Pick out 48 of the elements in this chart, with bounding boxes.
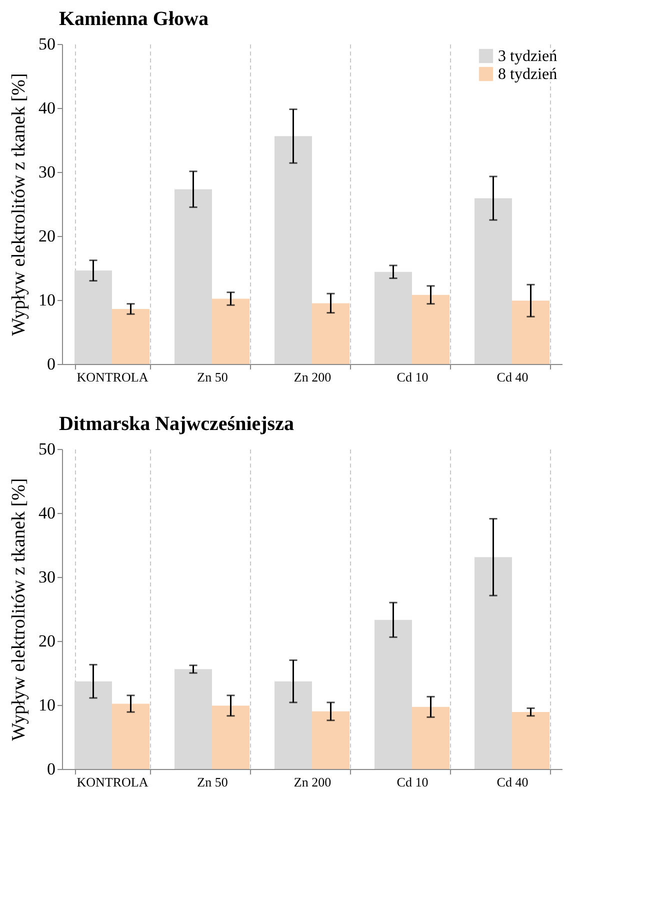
bar xyxy=(274,681,312,769)
y-tick-label: 40 xyxy=(38,504,56,522)
y-tick-label: 0 xyxy=(47,354,56,374)
bar xyxy=(474,198,512,364)
bar xyxy=(312,303,350,364)
y-tick-label: 50 xyxy=(38,440,56,458)
bar xyxy=(474,557,512,769)
y-tick-label: 40 xyxy=(38,98,56,118)
x-tick-label: Cd 10 xyxy=(396,370,428,384)
y-tick-label: 30 xyxy=(38,568,56,586)
y-axis-title: Wypływ elektrolitów z tkanek [%] xyxy=(8,478,30,741)
bar xyxy=(174,189,212,364)
bar xyxy=(212,706,250,769)
chart-title: Ditmarska Najwcześniejsza xyxy=(59,413,294,435)
bar xyxy=(412,706,450,769)
y-tick-label: 10 xyxy=(38,290,56,310)
bar xyxy=(74,681,112,769)
y-tick-label: 10 xyxy=(38,696,56,714)
legend-label: 3 tydzień xyxy=(498,48,558,65)
x-tick-label: Zn 200 xyxy=(294,370,332,384)
y-tick-label: 20 xyxy=(38,632,56,650)
bar xyxy=(374,272,412,364)
bar xyxy=(512,712,550,769)
x-tick-label: Zn 50 xyxy=(197,370,228,384)
bar xyxy=(212,298,250,364)
y-tick-label: 0 xyxy=(47,760,56,778)
bar xyxy=(312,711,350,769)
y-tick-label: 50 xyxy=(38,34,56,54)
bar xyxy=(112,308,150,364)
legend-label: 8 tydzień xyxy=(498,66,558,83)
x-tick-label: Zn 200 xyxy=(294,774,332,790)
x-tick-label: Cd 40 xyxy=(496,370,528,384)
bar xyxy=(512,300,550,364)
bar xyxy=(274,136,312,364)
chart-title: Kamienna Głowa xyxy=(59,8,208,30)
x-tick-label: KONTROLA xyxy=(76,370,149,384)
x-tick-label: KONTROLA xyxy=(76,774,149,790)
x-tick-label: Cd 40 xyxy=(496,774,528,790)
y-tick-label: 20 xyxy=(38,226,56,246)
x-tick-label: Cd 10 xyxy=(396,774,428,790)
x-tick-label: Zn 50 xyxy=(197,774,228,790)
y-tick-label: 30 xyxy=(38,162,56,182)
bar xyxy=(74,270,112,364)
y-axis-title: Wypływ elektrolitów z tkanek [%] xyxy=(8,73,30,336)
bar xyxy=(112,704,150,769)
bar xyxy=(374,620,412,769)
bar xyxy=(412,294,450,364)
bar xyxy=(174,669,212,769)
